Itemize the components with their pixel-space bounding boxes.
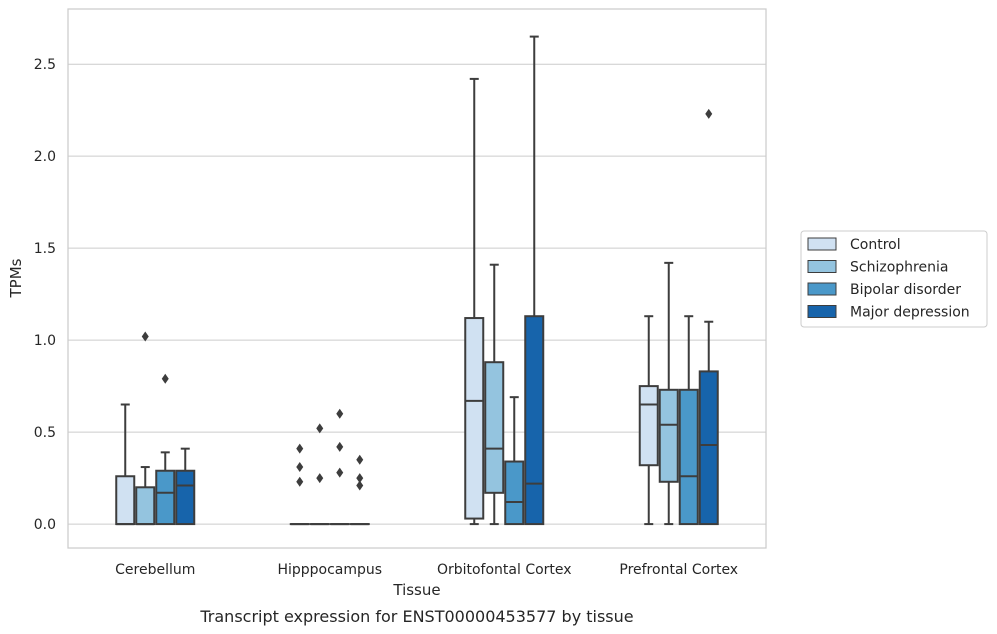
box-schizophrenia (658, 261, 679, 526)
legend-swatch (807, 237, 837, 251)
y-tick-label: 0.0 (34, 517, 56, 533)
legend-swatch (807, 282, 837, 296)
legend-label: Bipolar disorder (850, 282, 961, 298)
legend-label: Major depression (850, 305, 970, 321)
outlier-point (705, 108, 713, 119)
x-tick-label: Cerebellum (115, 562, 195, 578)
legend-swatch (807, 305, 837, 318)
outlier-point (336, 408, 344, 419)
outlier-point (356, 473, 364, 484)
legend-label: Schizophrenia (850, 260, 948, 276)
box-bipolar-disorder (155, 373, 176, 526)
box-body (484, 361, 505, 494)
box-control (115, 403, 136, 526)
legend-label: Control (850, 237, 901, 253)
x-tick-label: Hipppocampus (277, 562, 382, 578)
box-body (658, 388, 679, 483)
box-major-depression (175, 447, 196, 526)
box-groups (115, 35, 719, 526)
legend-frame (800, 230, 988, 328)
y-tick-label: 2.0 (34, 149, 56, 165)
box-body (135, 486, 156, 526)
outlier-point (356, 454, 364, 465)
box-control (638, 315, 659, 526)
outlier-point (336, 441, 344, 452)
x-tick-label: Prefrontal Cortex (619, 562, 738, 578)
box-body (504, 460, 525, 526)
y-tick-labels: 0.0 0.5 1.0 1.5 2.0 2.5 (34, 57, 56, 533)
box-schizophrenia (484, 263, 505, 526)
box-bipolar-disorder (678, 315, 699, 526)
y-tick-label: 2.5 (34, 57, 56, 73)
box-schizophrenia (309, 423, 330, 526)
y-tick-label: 1.5 (34, 241, 56, 257)
box-body (698, 370, 719, 526)
box-major-depression (349, 454, 370, 526)
box-body (175, 469, 196, 526)
x-axis-label: Tissue (392, 581, 440, 599)
outlier-point (316, 473, 324, 484)
box-body (638, 385, 659, 467)
box-bipolar-disorder (329, 408, 350, 526)
outlier-point (336, 467, 344, 478)
legend-swatch (807, 260, 837, 273)
outlier-point (161, 373, 169, 384)
box-body (115, 475, 136, 526)
box-body (678, 388, 699, 526)
outlier-point (296, 443, 304, 454)
box-body (155, 469, 176, 526)
outlier-point (296, 462, 304, 473)
box-schizophrenia (135, 331, 156, 526)
y-tick-label: 0.5 (34, 425, 56, 441)
box-body (464, 317, 485, 520)
x-tick-labels: Cerebellum Hipppocampus Orbitofontal Corte… (115, 562, 738, 578)
chart-caption: Transcript expression for ENST0000045357… (199, 607, 633, 626)
x-tick-label: Orbitofontal Cortex (437, 562, 572, 578)
outlier-point (141, 331, 149, 342)
plot-frame (67, 8, 767, 549)
outlier-point (296, 476, 304, 487)
box-major-depression (698, 108, 719, 526)
outlier-point (356, 480, 364, 491)
box-major-depression (524, 35, 545, 526)
legend: Control Schizophrenia Bipolar disorder Majo… (800, 230, 988, 328)
box-bipolar-disorder (504, 396, 525, 526)
outlier-point (316, 423, 324, 434)
y-axis-label: TPMs (7, 258, 25, 298)
box-control (464, 77, 485, 526)
box-control (289, 443, 310, 526)
box-body (524, 315, 545, 526)
y-tick-label: 1.0 (34, 333, 56, 349)
